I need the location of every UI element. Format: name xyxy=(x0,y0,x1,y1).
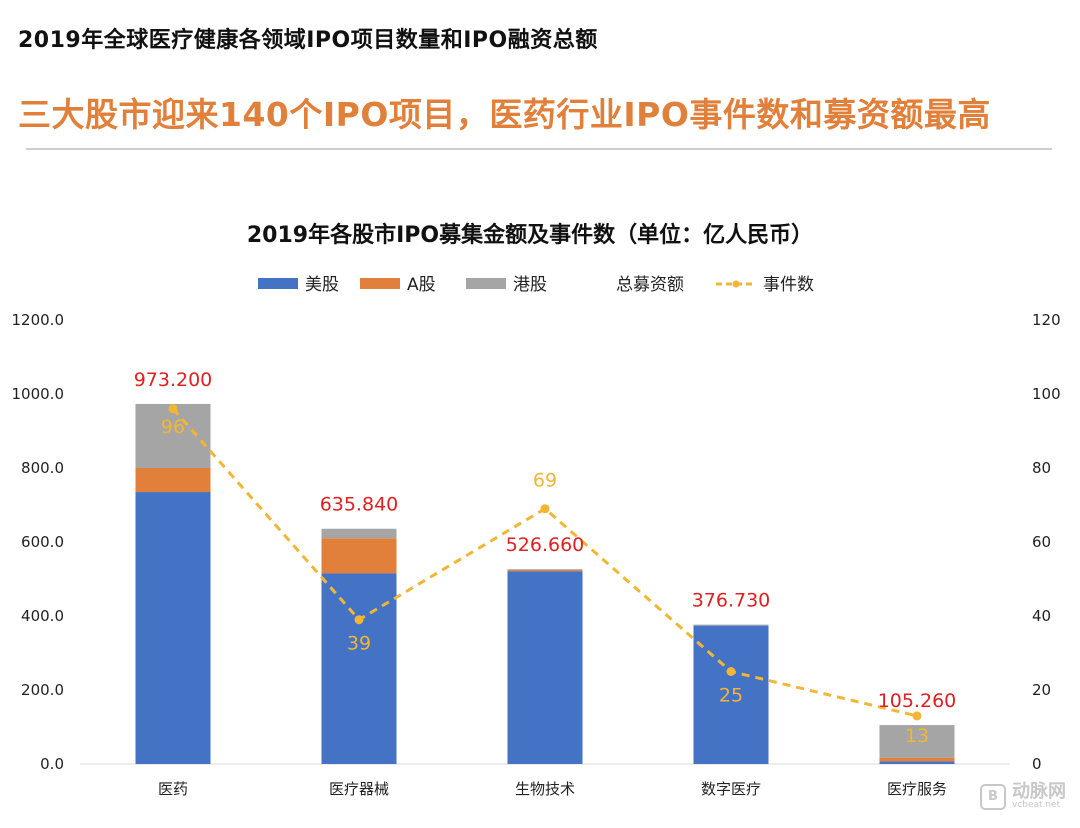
bar-segment-hk xyxy=(879,725,955,758)
watermark: B 动脉网 vcbeat.net xyxy=(980,783,1066,810)
right-axis-tick-label: 60 xyxy=(1032,533,1051,551)
left-axis-tick-label: 1200.0 xyxy=(12,311,65,329)
events-point xyxy=(912,711,922,721)
bar-segment-hk xyxy=(507,569,583,570)
right-axis-tick-label: 100 xyxy=(1032,385,1061,403)
right-axis-tick-label: 120 xyxy=(1032,311,1061,329)
bar-segment-us xyxy=(693,625,769,764)
chart-title: 2019年各股市IPO募集金额及事件数（单位：亿人民币） xyxy=(247,222,813,248)
legend-swatch-a xyxy=(360,278,400,289)
total-data-label: 973.200 xyxy=(134,369,213,391)
title-divider xyxy=(26,148,1052,150)
watermark-site: vcbeat.net xyxy=(1012,800,1061,810)
bar-segment-us xyxy=(507,571,583,764)
left-axis-tick-label: 1000.0 xyxy=(12,385,65,403)
events-data-label: 13 xyxy=(905,725,929,747)
bar-segment-a xyxy=(507,569,583,572)
left-axis-tick-label: 600.0 xyxy=(21,533,64,551)
bar-segment-a xyxy=(321,538,397,574)
right-axis-tick-label: 40 xyxy=(1032,607,1051,625)
bar-segment-us xyxy=(879,761,955,764)
chart-legend: 美股 A股 港股 总募资额 事件数 xyxy=(258,275,814,295)
right-axis-tick-label: 20 xyxy=(1032,681,1051,699)
total-data-label: 105.260 xyxy=(878,690,957,712)
left-axis-tick-label: 0.0 xyxy=(40,755,64,773)
legend-label-total: 总募资额 xyxy=(616,275,684,295)
watermark-brand: 动脉网 xyxy=(1012,781,1066,802)
x-axis-tick-label: 医疗器械 xyxy=(329,780,389,798)
bar-segment-us xyxy=(135,492,211,764)
legend-swatch-hk xyxy=(466,278,506,289)
bar-segment-us xyxy=(321,573,397,764)
events-point xyxy=(726,667,736,676)
legend-label-us: 美股 xyxy=(305,275,339,295)
left-axis-tick-label: 800.0 xyxy=(21,459,64,477)
x-axis-tick-label: 数字医疗 xyxy=(701,780,761,798)
left-axis-tick-label: 200.0 xyxy=(21,681,64,699)
bar-segment-a xyxy=(135,468,211,493)
x-axis-tick-label: 生物技术 xyxy=(515,780,575,798)
legend-marker-events xyxy=(732,280,740,288)
x-axis-tick-label: 医疗服务 xyxy=(887,780,947,798)
events-point xyxy=(354,615,364,625)
bar-segment-a xyxy=(879,757,955,762)
watermark-logo: B xyxy=(980,783,1006,810)
events-data-label: 39 xyxy=(347,633,371,655)
bar-segment-hk xyxy=(321,528,397,539)
bar-segment-hk xyxy=(693,624,769,626)
events-data-label: 25 xyxy=(719,685,743,707)
legend-label-a: A股 xyxy=(407,275,436,295)
total-data-label: 526.660 xyxy=(506,534,585,556)
page-title: 2019年全球医疗健康各领域IPO项目数量和IPO融资总额 xyxy=(18,28,598,53)
events-point xyxy=(540,504,550,514)
events-point xyxy=(168,404,178,414)
bar-segment-hk xyxy=(135,403,211,468)
legend-swatch-us xyxy=(258,278,298,289)
page-subtitle: 三大股市迎来140个IPO项目，医药行业IPO事件数和募资额最高 xyxy=(18,95,991,134)
events-data-label: 96 xyxy=(161,416,185,438)
legend-label-hk: 港股 xyxy=(513,275,547,295)
right-axis-tick-label: 0 xyxy=(1032,755,1042,773)
right-axis-tick-label: 80 xyxy=(1032,459,1051,477)
legend-label-events: 事件数 xyxy=(763,275,814,295)
left-axis-tick-label: 400.0 xyxy=(21,607,64,625)
x-axis-tick-label: 医药 xyxy=(158,780,188,798)
total-data-label: 635.840 xyxy=(320,494,399,516)
events-data-label: 69 xyxy=(533,470,557,492)
total-data-label: 376.730 xyxy=(692,590,771,612)
